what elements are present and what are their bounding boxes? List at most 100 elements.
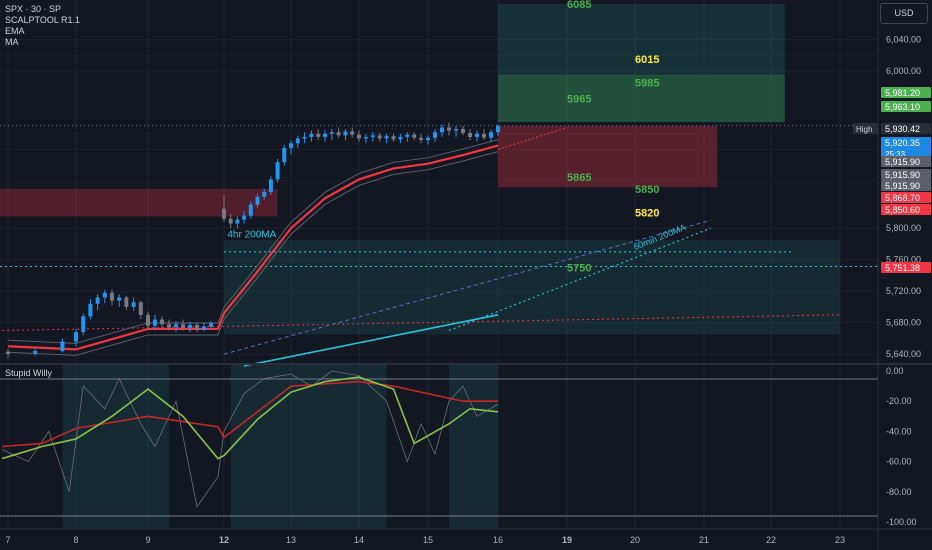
candle: [102, 289, 107, 303]
time-tick: 16: [493, 535, 503, 545]
price-tag-bg: [881, 169, 931, 180]
candle-body: [419, 137, 424, 141]
candle: [255, 193, 260, 208]
candle: [146, 311, 150, 329]
target-label: 5750: [567, 263, 591, 275]
candle: [95, 294, 100, 311]
candle-body: [433, 132, 437, 138]
price-tag-value: 5,915.90: [885, 157, 920, 167]
candle-body: [275, 162, 280, 180]
candle: [405, 132, 410, 142]
candle-body: [124, 297, 129, 307]
candle: [302, 132, 307, 144]
indicator-label[interactable]: EMA: [5, 26, 25, 36]
candle-body: [131, 302, 136, 307]
candle: [398, 133, 403, 144]
currency-button[interactable]: USD: [880, 3, 928, 24]
candle-body: [357, 134, 361, 139]
candle: [33, 347, 38, 356]
candle-body: [447, 127, 451, 131]
candle: [248, 201, 253, 219]
ema-band-lower: [7, 151, 499, 356]
candle-body: [6, 351, 10, 355]
candle: [363, 133, 368, 144]
time-tick: 15: [423, 535, 433, 545]
price-axis-bg: [878, 0, 932, 550]
candle: [174, 321, 178, 333]
price-tag-bg: [881, 156, 931, 167]
target-label: 5865: [567, 172, 591, 184]
candle: [461, 125, 465, 136]
candle-body: [363, 136, 368, 139]
candle-body: [248, 204, 253, 216]
candle: [181, 319, 185, 331]
oscillator-series: [2, 370, 499, 508]
candle: [262, 188, 267, 200]
candle-body: [60, 341, 65, 351]
candle: [454, 125, 458, 137]
time-tick: 23: [835, 535, 845, 545]
price-tag-value: 5,850.60: [885, 205, 920, 215]
candle: [384, 133, 389, 144]
candle-body: [167, 324, 171, 328]
candle-body: [74, 332, 78, 342]
symbol-title[interactable]: SPX · 30 · SP: [5, 4, 62, 14]
oscillator-tick: -100.00: [886, 517, 917, 527]
candle-body: [117, 297, 122, 301]
time-tick: 19: [562, 535, 572, 545]
price-tag-bg: [881, 180, 931, 191]
candle: [295, 135, 300, 148]
target-labels: 6085 6015 5985 5965 5865 5850 5820 5750: [567, 0, 659, 275]
candle: [117, 294, 122, 307]
time-tick: 8: [73, 535, 78, 545]
indicator-label[interactable]: MA: [5, 37, 19, 47]
price-tag-value: 5,915.90: [885, 170, 920, 180]
candle: [440, 124, 444, 137]
oscillator-zone: [62, 365, 169, 528]
candle: [377, 132, 382, 142]
candle-body: [454, 129, 458, 131]
candle-body: [174, 324, 178, 328]
candle-body: [188, 325, 192, 329]
stop-zone: [498, 125, 718, 188]
high-tag: High: [856, 125, 872, 134]
candle: [235, 216, 240, 229]
price-axis: 6,040.00 6,000.00 5,800.00 5,760.00 5,720.00…: [853, 34, 931, 359]
candle: [426, 135, 430, 145]
target-label: 6015: [635, 54, 659, 66]
candle-body: [377, 135, 382, 139]
candle-body: [391, 136, 396, 140]
demand-zone: [224, 240, 840, 335]
oscillator-zone: [230, 365, 387, 528]
oscillator-tick: -80.00: [886, 487, 912, 497]
candle: [357, 130, 361, 142]
target-label: 5965: [567, 93, 591, 105]
candle-body: [475, 133, 479, 137]
resistance-zone: [0, 188, 278, 217]
oscillator-tick: 0.00: [886, 366, 904, 376]
candle: [496, 124, 500, 136]
lower-indicator-label[interactable]: Stupid Willy: [5, 368, 53, 378]
candle-body: [88, 303, 93, 317]
candle-body: [282, 147, 287, 163]
candle-body: [384, 136, 389, 139]
candle-body: [209, 323, 213, 327]
grid: [0, 0, 878, 528]
candle-body: [202, 326, 206, 330]
indicator-label[interactable]: SCALPTOOL R1.1: [5, 15, 81, 25]
candle: [489, 129, 493, 142]
candle-body: [110, 292, 114, 301]
price-tag: 5,915.90: [881, 169, 931, 180]
candle: [343, 129, 348, 141]
candle-body: [412, 134, 417, 138]
trend-line: [497, 127, 568, 150]
candle: [268, 176, 273, 196]
time-tick: 21: [699, 535, 709, 545]
price-tag-bg: [881, 204, 931, 215]
price-tag-value: 5,915.90: [885, 181, 920, 191]
candle: [88, 299, 93, 320]
candle: [228, 214, 233, 229]
candle-body: [370, 135, 375, 137]
candle-body: [160, 319, 164, 325]
